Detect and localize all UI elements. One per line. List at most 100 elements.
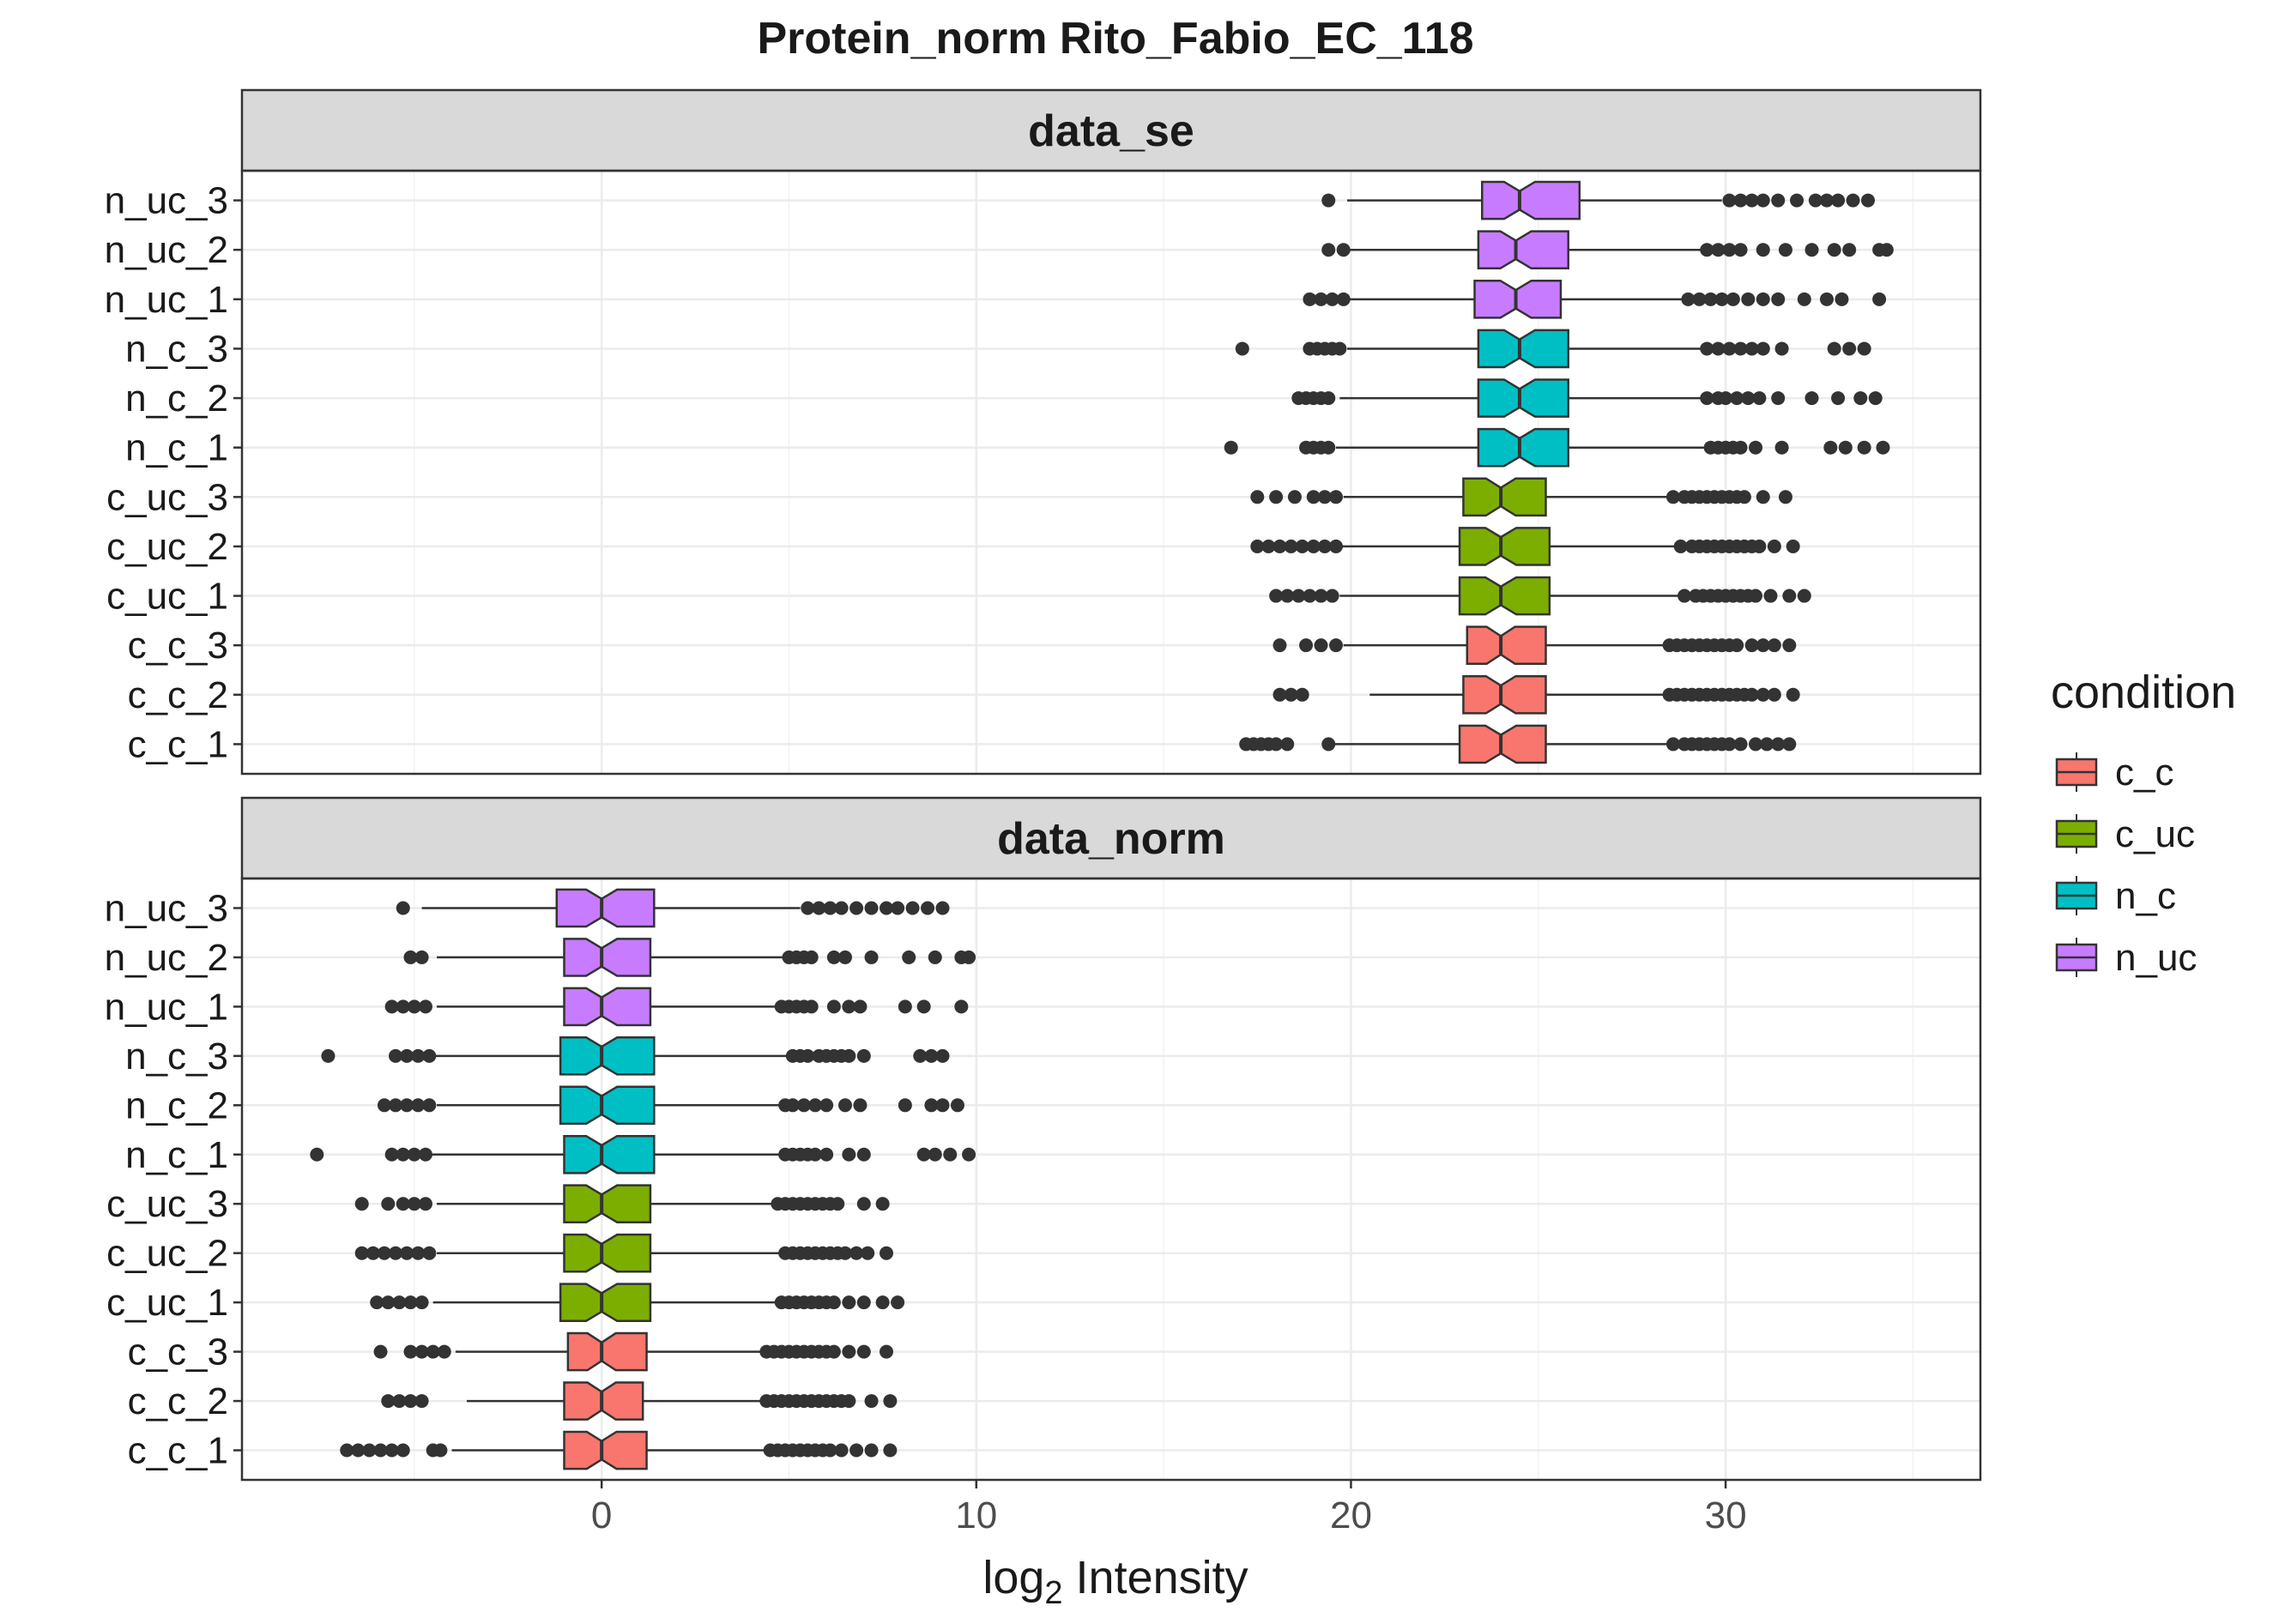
y-tick-label: c_uc_2 — [106, 1233, 228, 1275]
outlier-point — [1774, 341, 1789, 356]
outlier-point — [842, 1295, 856, 1310]
y-tick-label: c_c_1 — [128, 1430, 228, 1472]
outlier-point — [1857, 440, 1871, 455]
outlier-point — [935, 1048, 950, 1063]
outlier-point — [1763, 589, 1778, 603]
outlier-point — [842, 1344, 856, 1359]
box — [559, 1085, 656, 1126]
panel-data-norm: data_norm c_c_1 c_c_2 c_c_3 c_uc_1 c_uc_2 c_uc… — [105, 796, 1982, 1482]
outlier-point — [418, 999, 432, 1014]
outlier-point — [856, 1197, 871, 1211]
boxplot-n_c_3 — [321, 1036, 950, 1076]
outlier-point — [842, 1048, 856, 1063]
outlier-point — [1269, 737, 1284, 752]
outlier-point — [1321, 737, 1336, 752]
outlier-point — [1317, 539, 1332, 553]
outlier-point — [1336, 292, 1351, 306]
outlier-point — [823, 1443, 837, 1458]
outlier-point — [370, 1295, 384, 1310]
outlier-point — [1280, 737, 1295, 752]
legend-key-n_c — [2055, 876, 2098, 915]
outlier-point — [1303, 589, 1317, 603]
outlier-point — [1749, 737, 1763, 752]
y-tick-label: c_c_3 — [128, 625, 228, 667]
outlier-point — [1303, 292, 1317, 306]
outlier-point — [875, 1197, 890, 1211]
outlier-point — [1295, 539, 1309, 553]
y-tick-label: n_uc_2 — [105, 229, 228, 271]
outlier-point — [796, 1098, 811, 1113]
outlier-point — [373, 1344, 388, 1359]
outlier-point — [1782, 638, 1797, 653]
legend-key-c_c — [2055, 752, 2098, 792]
outlier-point — [1733, 440, 1748, 455]
outlier-point — [1673, 539, 1688, 553]
outlier-point — [1782, 737, 1797, 752]
outlier-point — [1846, 193, 1860, 208]
outlier-point — [804, 999, 819, 1014]
outlier-point — [880, 1344, 894, 1359]
boxplot-c_c_1 — [340, 1430, 898, 1470]
outlier-point — [808, 1098, 823, 1113]
outlier-point — [905, 901, 920, 915]
legend-key-c_uc — [2055, 814, 2098, 854]
outlier-point — [935, 901, 950, 915]
outlier-point — [1711, 243, 1726, 257]
outlier-point — [1325, 589, 1339, 603]
box — [1458, 576, 1551, 616]
outlier-point — [819, 1098, 834, 1113]
boxplot-n_uc_3 — [1321, 180, 1876, 220]
y-tick-label: c_uc_3 — [106, 1183, 228, 1225]
legend-label: n_c — [2115, 875, 2176, 917]
box — [563, 1430, 648, 1470]
outlier-point — [842, 1394, 856, 1409]
outlier-point — [1771, 292, 1786, 306]
boxplot-c_uc_1 — [370, 1283, 905, 1322]
outlier-point — [418, 1197, 432, 1211]
outlier-point — [1224, 440, 1238, 455]
outlier-point — [1876, 440, 1890, 455]
facet-strip — [240, 796, 1982, 880]
outlier-point — [1726, 292, 1740, 306]
outlier-point — [1831, 391, 1846, 406]
legend-title: condition — [2051, 667, 2236, 718]
outlier-point — [1321, 440, 1336, 455]
outlier-point — [1328, 539, 1343, 553]
outlier-point — [1299, 638, 1314, 653]
boxplot-n_uc_2 — [403, 938, 976, 977]
outlier-point — [1879, 243, 1894, 257]
outlier-point — [785, 1098, 800, 1113]
outlier-point — [1730, 391, 1744, 406]
y-tick-label: c_c_2 — [128, 674, 228, 716]
y-tick-label: c_c_2 — [128, 1380, 228, 1422]
outlier-point — [396, 999, 410, 1014]
outlier-point — [891, 1295, 905, 1310]
outlier-point — [384, 1443, 399, 1458]
outlier-point — [377, 1246, 391, 1260]
panel-background — [242, 171, 1980, 774]
outlier-point — [1703, 292, 1718, 306]
facet-strip-label: data_norm — [997, 814, 1225, 864]
outlier-point — [950, 1098, 964, 1113]
outlier-point — [384, 1147, 399, 1162]
outlier-point — [1797, 292, 1811, 306]
outlier-point — [362, 1443, 377, 1458]
outlier-point — [864, 1443, 879, 1458]
outlier-point — [1744, 638, 1759, 653]
boxplot-n_c_1 — [310, 1134, 976, 1174]
outlier-point — [403, 1394, 418, 1409]
legend: condition c_c c_uc n_c n_uc — [2051, 667, 2236, 979]
y-tick-label: c_uc_1 — [106, 1282, 228, 1324]
outlier-point — [1333, 341, 1347, 356]
outlier-point — [853, 999, 867, 1014]
y-tick-label: c_uc_2 — [106, 526, 228, 568]
outlier-point — [1778, 243, 1792, 257]
outlier-point — [962, 1147, 976, 1162]
outlier-point — [1287, 490, 1302, 504]
boxplot-n_uc_2 — [1321, 230, 1894, 270]
outlier-point — [1692, 292, 1707, 306]
outlier-point — [1786, 687, 1800, 702]
box — [559, 1283, 652, 1322]
outlier-point — [407, 1147, 421, 1162]
outlier-point — [407, 1197, 421, 1211]
